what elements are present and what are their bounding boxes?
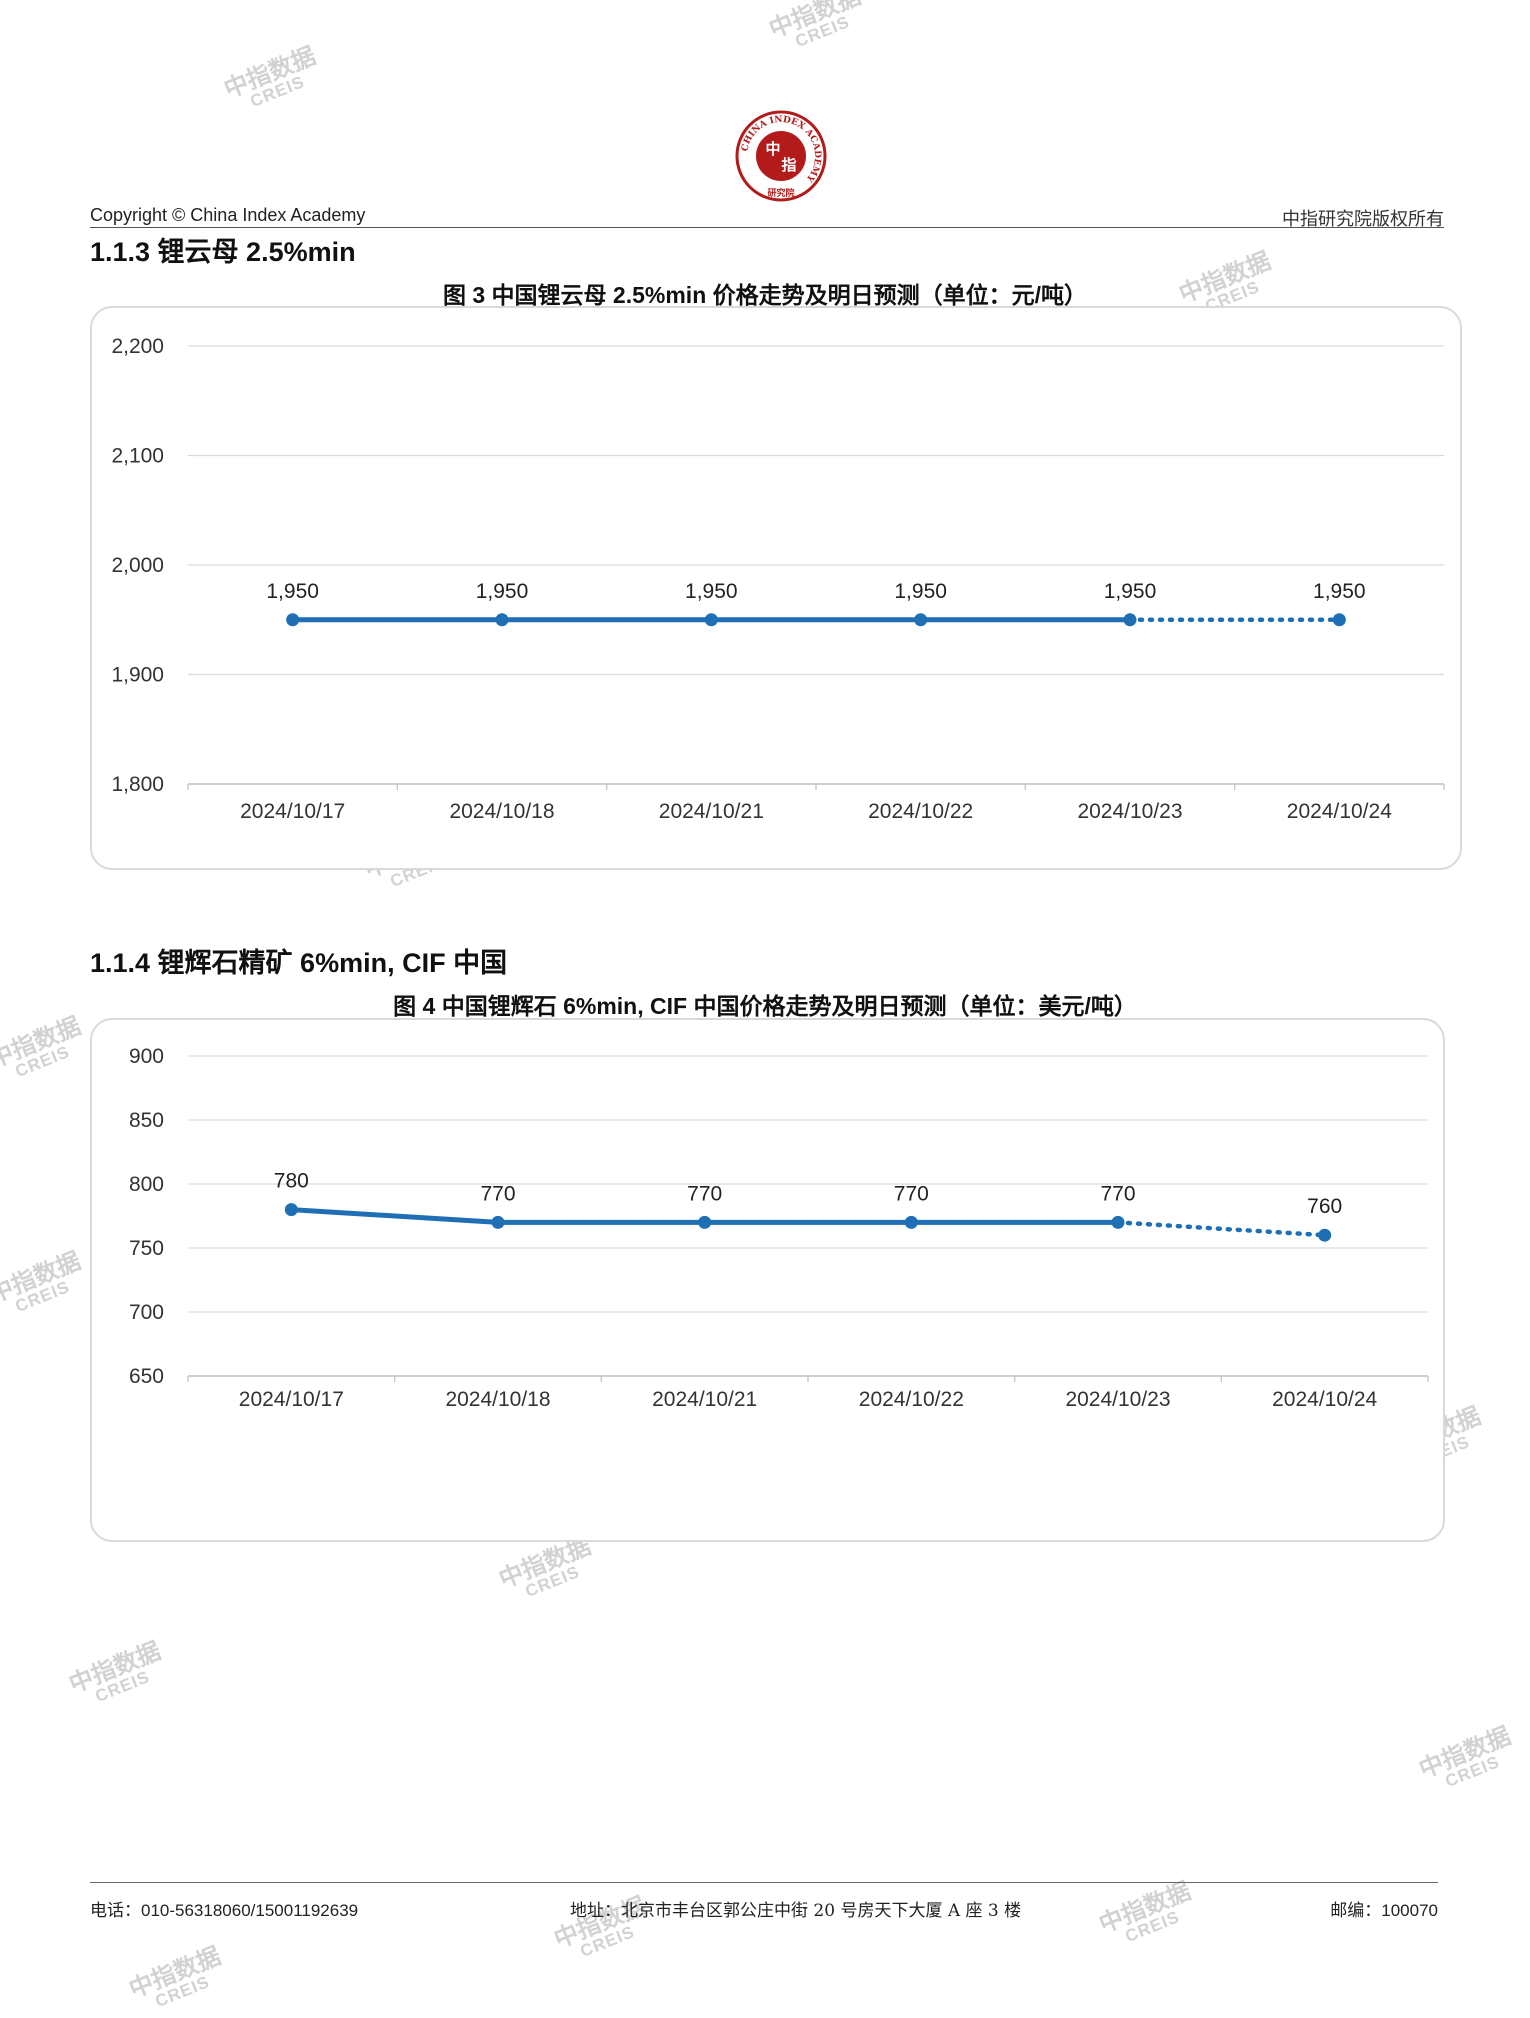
data-point <box>1111 1215 1125 1229</box>
y-tick-label: 750 <box>129 1237 164 1260</box>
y-tick-label: 2,100 <box>111 445 164 468</box>
data-label: 1,950 <box>266 580 319 603</box>
x-tick-label: 2024/10/24 <box>1287 800 1392 823</box>
data-point <box>904 1215 918 1229</box>
data-point <box>698 1215 712 1229</box>
x-tick-label: 2024/10/18 <box>445 1388 550 1411</box>
y-tick-label: 1,900 <box>111 664 164 687</box>
chart-lepidolite-price: 1,800 1,900 2,000 2,100 2,200 2024/10/17 2024/… <box>90 306 1462 870</box>
data-point <box>284 1203 298 1217</box>
x-tick-label: 2024/10/23 <box>1077 800 1182 823</box>
copyright-text: Copyright © China Index Academy <box>90 205 366 225</box>
y-tick-label: 650 <box>129 1365 164 1388</box>
chart-svg: 650 700 750 800 850 900 2024/10/17 2024/10/18 20… <box>129 1045 1429 1411</box>
y-tick-label: 700 <box>129 1301 164 1324</box>
y-tick-label: 2,000 <box>111 554 164 577</box>
x-tick-label: 2024/10/21 <box>652 1388 757 1411</box>
x-tick-label: 2024/10/22 <box>859 1388 964 1411</box>
section-title-spodumene: 1.1.4 锂辉石精矿 6%min, CIF 中国 <box>90 948 508 978</box>
footer-address: 地址：北京市丰台区郭公庄中街 20 号房天下大厦 A 座 3 楼 <box>570 1901 1022 1921</box>
footer-divider <box>90 1882 1438 1883</box>
data-label: 1,950 <box>476 580 529 603</box>
data-label: 780 <box>274 1170 309 1193</box>
data-label: 1,950 <box>1313 580 1366 603</box>
data-point <box>704 613 718 627</box>
x-tick-label: 2024/10/17 <box>239 1388 344 1411</box>
footer-phone: 电话：010-56318060/15001192639 <box>90 1901 359 1920</box>
x-tick-label: 2024/10/17 <box>240 800 345 823</box>
y-tick-label: 850 <box>129 1109 164 1132</box>
logo-center-disc <box>756 131 806 181</box>
academy-logo: CHINA INDEX ACADEMY 中 指 研究院 <box>735 110 827 202</box>
y-tick-label: 1,800 <box>111 773 164 796</box>
logo-center-char-2: 指 <box>781 156 796 174</box>
data-point <box>914 613 928 627</box>
chart-spodumene-price: 650 700 750 800 850 900 2024/10/17 2024/10/18 20… <box>90 1018 1445 1542</box>
data-point <box>286 613 300 627</box>
x-tick-label: 2024/10/24 <box>1272 1388 1377 1411</box>
data-point <box>1318 1228 1332 1242</box>
data-point <box>1332 613 1346 627</box>
series-line-forecast <box>1115 1220 1327 1238</box>
data-label: 770 <box>1100 1182 1135 1205</box>
data-label: 770 <box>480 1182 515 1205</box>
data-label: 760 <box>1307 1195 1342 1218</box>
chart-svg: 1,800 1,900 2,000 2,100 2,200 2024/10/17 2024/… <box>111 335 1445 823</box>
y-tick-label: 900 <box>129 1045 164 1068</box>
logo-center-char-1: 中 <box>765 140 780 158</box>
footer-postcode: 邮编：100070 <box>1330 1901 1438 1920</box>
section-title-lepidolite: 1.1.3 锂云母 2.5%min <box>90 237 356 267</box>
logo-bottom-text: 研究院 <box>767 187 794 198</box>
x-tick-label: 2024/10/21 <box>659 800 764 823</box>
data-label: 1,950 <box>685 580 738 603</box>
rights-text: 中指研究院版权所有 <box>1282 209 1444 230</box>
header-divider <box>90 227 1444 228</box>
y-tick-label: 2,200 <box>111 335 164 358</box>
data-label: 1,950 <box>1104 580 1157 603</box>
data-label: 1,950 <box>894 580 947 603</box>
x-tick-label: 2024/10/18 <box>449 800 554 823</box>
data-point <box>1123 613 1137 627</box>
data-point <box>495 613 509 627</box>
x-tick-label: 2024/10/22 <box>868 800 973 823</box>
x-tick-label: 2024/10/23 <box>1065 1388 1170 1411</box>
figure-4-title: 图 4 中国锂辉石 6%min, CIF 中国价格走势及明日预测（单位：美元/吨… <box>393 993 1137 1019</box>
y-tick-label: 800 <box>129 1173 164 1196</box>
data-label: 770 <box>687 1182 722 1205</box>
data-label: 770 <box>894 1182 929 1205</box>
data-point <box>491 1215 505 1229</box>
figure-3-title: 图 3 中国锂云母 2.5%min 价格走势及明日预测（单位：元/吨） <box>442 282 1088 308</box>
logo-outer-ring <box>735 110 827 202</box>
